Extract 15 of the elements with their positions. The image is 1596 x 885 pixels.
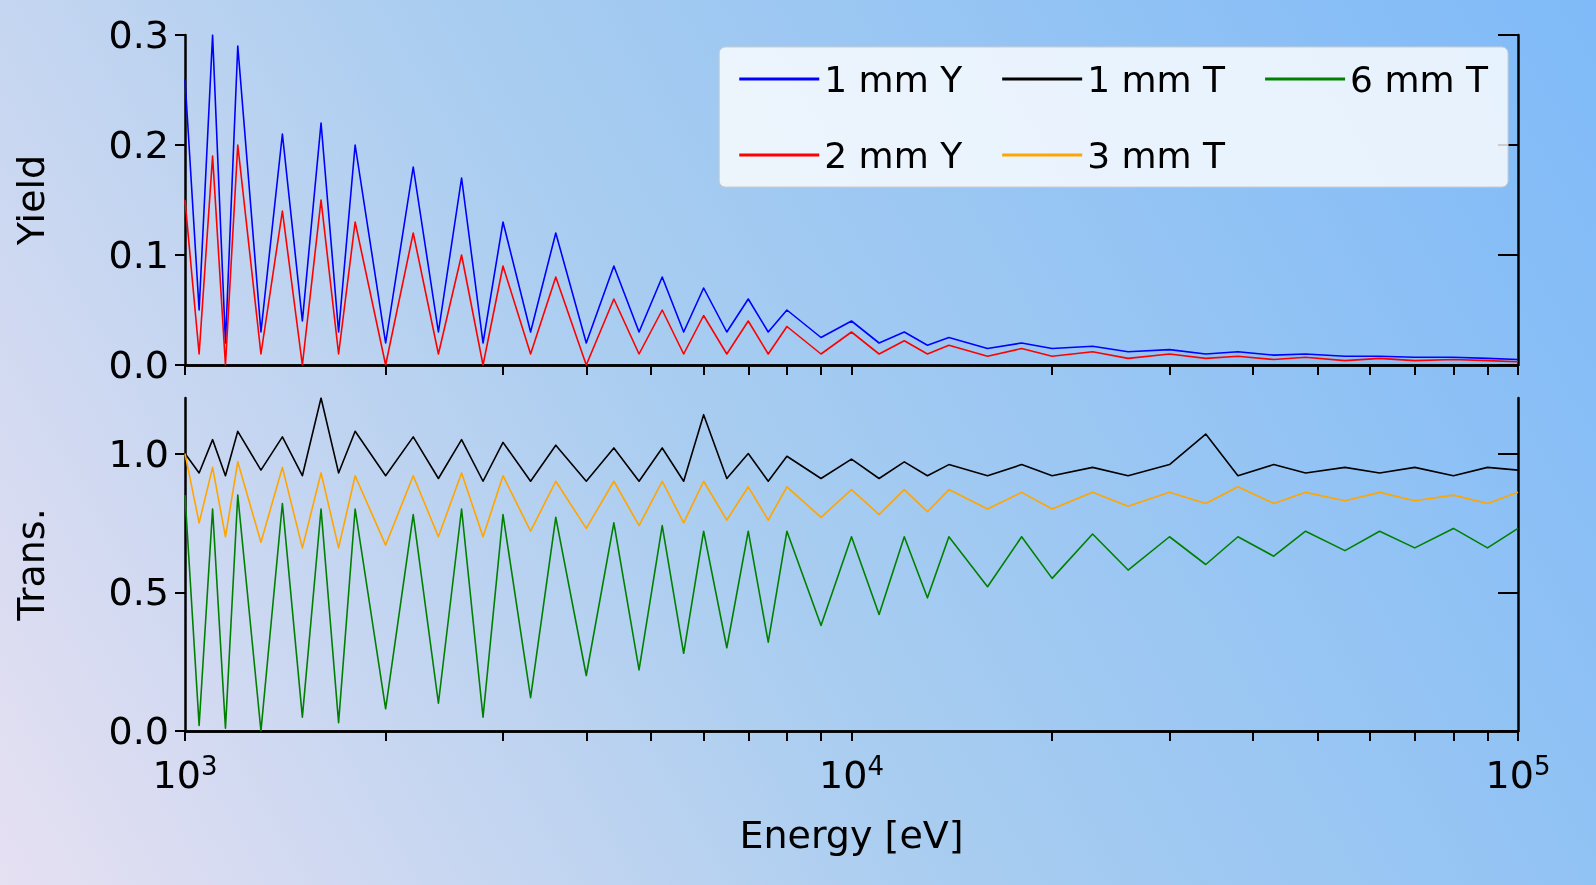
y-axis-title: Trans.	[9, 508, 53, 622]
y-tick-label: 0.1	[108, 233, 169, 277]
legend-label: 3 mm T	[1087, 134, 1227, 176]
legend-label: 1 mm Y	[824, 58, 964, 100]
legend-label: 1 mm T	[1087, 58, 1227, 100]
x-axis-title: Energy [eV]	[739, 813, 964, 857]
y-tick-label: 0.3	[108, 13, 169, 57]
y-tick-label: 1.0	[108, 431, 169, 476]
y-tick-label: 0.5	[108, 570, 169, 615]
y-tick-label: 0.0	[108, 709, 169, 753]
y-axis-title: Yield	[9, 154, 53, 247]
y-tick-label: 0.0	[108, 343, 169, 387]
legend-label: 2 mm Y	[824, 134, 964, 176]
y-tick-label: 0.2	[108, 123, 169, 167]
legend-label: 6 mm T	[1350, 58, 1490, 100]
